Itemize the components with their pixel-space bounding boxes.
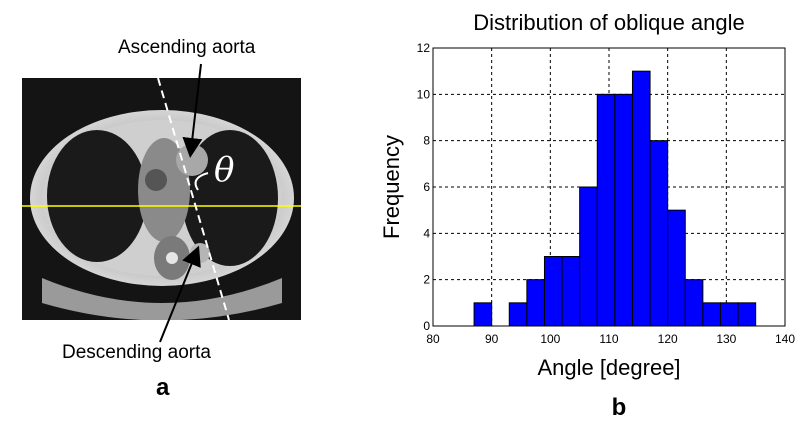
histogram-bar [649, 140, 669, 327]
y-tick-label: 4 [423, 226, 430, 240]
theta-symbol: θ [214, 150, 235, 190]
y-tick-label: 0 [423, 319, 430, 333]
y-tick-label: 2 [423, 273, 430, 287]
mri-image [22, 78, 301, 320]
x-tick-label: 140 [775, 332, 795, 346]
histogram-bar [684, 279, 704, 327]
y-tick-label: 10 [417, 87, 431, 101]
histogram-bar [631, 70, 651, 327]
x-tick-label: 90 [485, 332, 499, 346]
histogram-bar [667, 209, 686, 327]
annotation-arrows [159, 63, 203, 343]
axis-ticks: 80 90 100 110 120 130 140 0 2 4 6 8 10 12 [417, 41, 796, 346]
plot-frame [432, 47, 786, 327]
histogram-bar [579, 186, 598, 327]
chart-title: Distribution of oblique angle [473, 10, 745, 35]
histogram-bar [737, 302, 757, 327]
descending-aorta-arrow [159, 245, 201, 343]
x-tick-label: 130 [716, 332, 736, 346]
x-tick-label: 110 [599, 332, 618, 346]
histogram-bar [702, 302, 721, 327]
y-axis-label: Frequency [379, 135, 404, 239]
histogram-bar [473, 302, 493, 327]
histogram-bar [526, 279, 545, 327]
ascending-aorta-arrow [182, 63, 203, 158]
histogram-bar [543, 256, 563, 327]
histogram-bar [719, 302, 739, 327]
histogram-chart: 80 90 100 110 120 130 140 0 2 4 6 8 10 12 Distributio… [379, 10, 796, 421]
x-tick-label: 120 [658, 332, 678, 346]
y-tick-label: 6 [423, 180, 430, 194]
histogram-bar [614, 93, 633, 327]
y-tick-label: 12 [417, 41, 431, 55]
histogram-bar [596, 93, 616, 327]
ascending-aorta-label: Ascending aorta [118, 37, 256, 58]
x-tick-label: 100 [540, 332, 560, 346]
histogram-bar [561, 256, 581, 327]
histogram-bars [473, 70, 757, 327]
x-tick-label: 80 [426, 332, 440, 346]
y-tick-label: 8 [423, 134, 430, 148]
panel-b-letter: b [612, 394, 627, 421]
mri-scan-illustration [22, 78, 301, 320]
panel-a: Ascending aorta θ Descending aorta a [0, 0, 360, 425]
histogram-bar [508, 302, 528, 327]
descending-aorta-label: Descending aorta [62, 342, 211, 363]
x-axis-label: Angle [degree] [537, 355, 680, 380]
panel-a-letter: a [156, 374, 170, 401]
